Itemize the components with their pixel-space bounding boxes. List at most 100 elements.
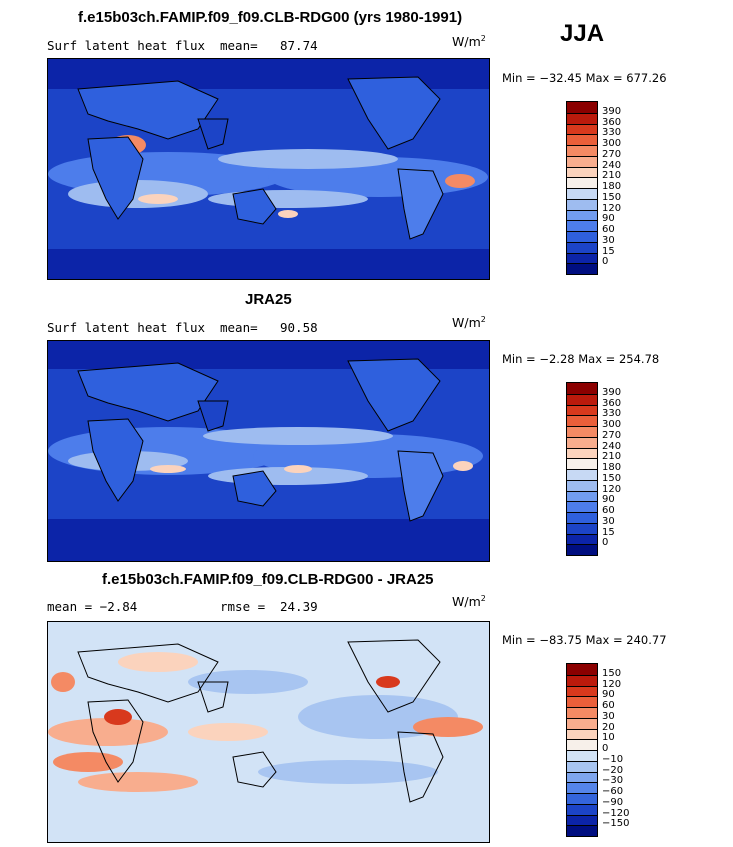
colorbar-label: 150 — [602, 472, 622, 484]
panel-1-map — [47, 58, 490, 280]
colorbar-label: 120 — [602, 678, 622, 690]
colorbar-label: −120 — [602, 807, 630, 819]
colorbar-swatch — [567, 793, 597, 804]
colorbar-label: 360 — [602, 397, 622, 409]
panel-3-map-svg — [48, 622, 489, 842]
colorbar-swatch — [567, 145, 597, 156]
colorbar-swatch — [567, 512, 597, 523]
colorbar-swatch — [567, 198, 597, 210]
colorbar-swatch — [567, 166, 597, 178]
colorbar-label: 390 — [602, 386, 622, 398]
panel-2-mean-label: mean= — [220, 320, 258, 335]
colorbar-swatch — [567, 263, 597, 274]
colorbar-swatch — [567, 522, 597, 534]
panel-3-mean-label: mean = −2.84 — [47, 599, 138, 614]
colorbar-label: 15 — [602, 526, 615, 538]
colorbar-label: 210 — [602, 451, 622, 463]
colorbar-swatch — [567, 209, 597, 221]
colorbar-swatch — [567, 544, 597, 555]
panel-3-title: f.e15b03ch.FAMIP.f09_f09.CLB-RDG00 - JRA… — [102, 571, 434, 588]
colorbar-label: 0 — [602, 743, 609, 754]
colorbar-swatch — [567, 685, 597, 697]
colorbar-swatch — [567, 458, 597, 469]
colorbar-label: 0 — [602, 537, 609, 549]
colorbar-swatch — [567, 490, 597, 502]
colorbar-swatch — [567, 447, 597, 459]
colorbar-label: 60 — [602, 700, 615, 711]
colorbar-swatch — [567, 252, 597, 264]
colorbar-label: 300 — [602, 419, 622, 430]
panel-3-map — [47, 621, 490, 843]
colorbar-label: 120 — [602, 483, 622, 495]
colorbar-label: 30 — [602, 234, 615, 246]
colorbar-swatch — [567, 825, 597, 836]
colorbar-label: 90 — [602, 494, 615, 506]
colorbar-swatch — [567, 479, 597, 491]
colorbar-swatch — [567, 188, 597, 199]
colorbar-swatch — [567, 750, 597, 761]
colorbar-swatch — [567, 112, 597, 124]
colorbar-label: 10 — [602, 732, 615, 744]
panel-1-variable-label: Surf latent heat flux — [47, 38, 206, 53]
colorbar-label: 120 — [602, 202, 622, 214]
colorbar-swatch — [567, 123, 597, 135]
colorbar-label: 270 — [602, 148, 622, 160]
colorbar-swatch — [567, 760, 597, 772]
colorbar-swatch — [567, 707, 597, 718]
colorbar-label: 90 — [602, 213, 615, 225]
colorbar-label: 150 — [602, 667, 622, 679]
colorbar-label: 15 — [602, 245, 615, 257]
panel-1-map-svg — [48, 59, 489, 279]
colorbar-swatch — [567, 664, 597, 675]
panel-1-mean-label: mean= — [220, 38, 258, 53]
colorbar-label: 90 — [602, 689, 615, 701]
panel-2-map — [47, 340, 490, 562]
colorbar-label: 390 — [602, 105, 622, 117]
panel-1-units: W/m2 — [452, 34, 486, 50]
colorbar-label: 180 — [602, 181, 622, 192]
panel-1-minmax: Min = −32.45 Max = 677.26 — [502, 71, 667, 85]
panel-2-minmax: Min = −2.28 Max = 254.78 — [502, 352, 660, 366]
colorbar-label: 180 — [602, 462, 622, 473]
colorbar-label: 30 — [602, 710, 615, 722]
colorbar-swatch — [567, 739, 597, 750]
colorbar-label: 330 — [602, 127, 622, 139]
colorbar-swatch — [567, 134, 597, 145]
colorbar-swatch — [567, 782, 597, 793]
panel-1-title: f.e15b03ch.FAMIP.f09_f09.CLB-RDG00 (yrs … — [78, 9, 463, 26]
colorbar-label: 60 — [602, 505, 615, 516]
colorbar-label: 210 — [602, 170, 622, 182]
colorbar-label: −20 — [602, 764, 624, 776]
colorbar-swatch — [567, 383, 597, 394]
colorbar-swatch — [567, 771, 597, 783]
panel-2-colorbar — [566, 382, 598, 556]
colorbar-label: 20 — [602, 721, 615, 733]
colorbar-label: 330 — [602, 408, 622, 420]
colorbar-swatch — [567, 674, 597, 686]
colorbar-swatch — [567, 533, 597, 545]
colorbar-swatch — [567, 102, 597, 113]
panel-3-minmax: Min = −83.75 Max = 240.77 — [502, 633, 667, 647]
panel-2-title: JRA25 — [245, 291, 292, 308]
panel-2-map-svg — [48, 341, 489, 561]
colorbar-label: 30 — [602, 515, 615, 527]
panel-2-variable-label: Surf latent heat flux — [47, 320, 206, 335]
panel-3-rmse-value: 24.39 — [280, 599, 318, 614]
colorbar-swatch — [567, 717, 597, 729]
panel-3-colorbar — [566, 663, 598, 837]
colorbar-swatch — [567, 803, 597, 815]
colorbar-label: 270 — [602, 429, 622, 441]
colorbar-label: 240 — [602, 440, 622, 452]
panel-2-units: W/m2 — [452, 315, 486, 331]
colorbar-swatch — [567, 728, 597, 740]
colorbar-swatch — [567, 501, 597, 512]
colorbar-label: −90 — [602, 796, 624, 808]
colorbar-label: 0 — [602, 256, 609, 268]
colorbar-swatch — [567, 426, 597, 437]
colorbar-swatch — [567, 177, 597, 188]
colorbar-swatch — [567, 404, 597, 416]
panel-3-units: W/m2 — [452, 594, 486, 610]
panel-1-mean-value: 87.74 — [280, 38, 318, 53]
colorbar-swatch — [567, 220, 597, 231]
colorbar-swatch — [567, 155, 597, 167]
